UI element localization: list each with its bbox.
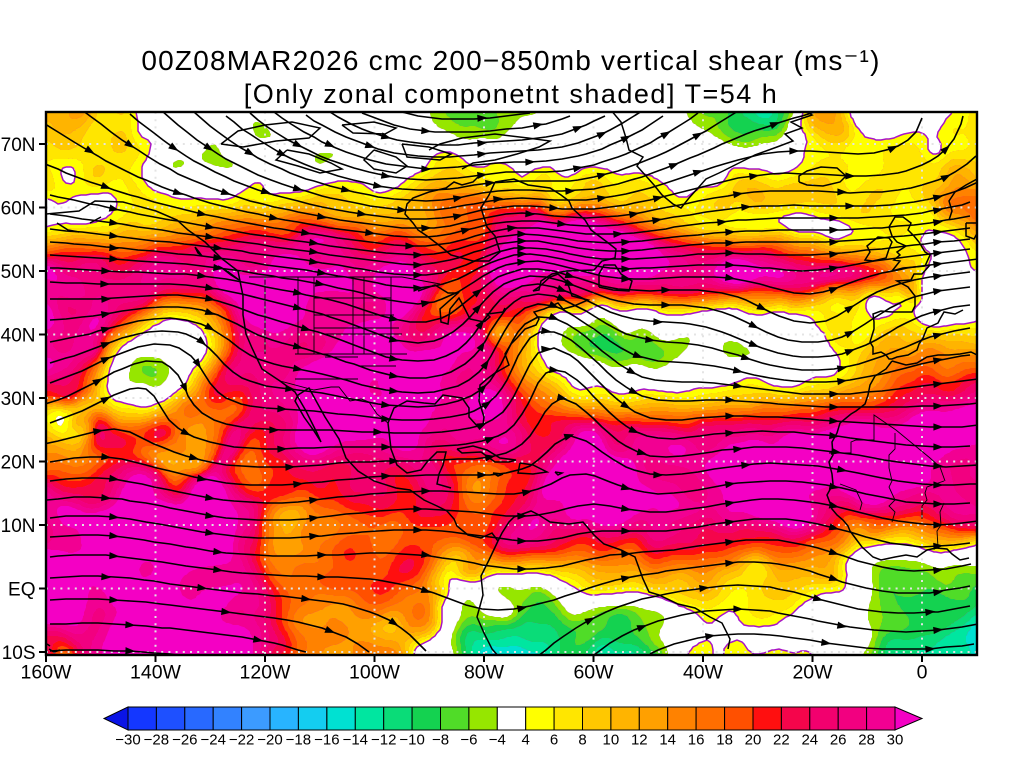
svg-text:30: 30 (887, 732, 904, 749)
svg-text:−14: −14 (343, 732, 368, 749)
svg-text:100W: 100W (349, 662, 401, 684)
svg-text:−20: −20 (257, 732, 282, 749)
svg-text:00Z08MAR2026 cmc 200−850mb ver: 00Z08MAR2026 cmc 200−850mb vertical shea… (141, 45, 880, 76)
svg-text:28: 28 (858, 732, 875, 749)
svg-text:12: 12 (631, 732, 648, 749)
svg-text:6: 6 (550, 732, 558, 749)
svg-text:10N: 10N (1, 516, 36, 537)
svg-text:−26: −26 (172, 732, 197, 749)
svg-text:60N: 60N (1, 199, 36, 220)
svg-text:−22: −22 (229, 732, 254, 749)
svg-text:−28: −28 (144, 732, 169, 749)
svg-text:30N: 30N (1, 389, 36, 410)
svg-text:40W: 40W (683, 662, 724, 684)
svg-text:−12: −12 (371, 732, 396, 749)
svg-text:120W: 120W (240, 662, 292, 684)
svg-text:0: 0 (917, 662, 928, 684)
svg-text:60W: 60W (573, 662, 614, 684)
svg-text:20N: 20N (1, 453, 36, 474)
svg-text:−6: −6 (460, 732, 477, 749)
svg-text:70N: 70N (1, 135, 36, 156)
svg-text:10S: 10S (2, 643, 36, 664)
svg-text:−8: −8 (432, 732, 449, 749)
svg-text:EQ: EQ (8, 580, 35, 601)
svg-text:[Only zonal componetnt shaded]: [Only zonal componetnt shaded] T=54 h (244, 79, 779, 109)
svg-text:50N: 50N (1, 262, 36, 283)
svg-text:−4: −4 (489, 732, 506, 749)
svg-text:−10: −10 (399, 732, 424, 749)
svg-text:80W: 80W (464, 662, 505, 684)
svg-text:140W: 140W (130, 662, 182, 684)
svg-text:18: 18 (716, 732, 733, 749)
svg-text:26: 26 (830, 732, 847, 749)
svg-text:−16: −16 (314, 732, 339, 749)
svg-text:16: 16 (688, 732, 705, 749)
svg-text:40N: 40N (1, 326, 36, 347)
svg-text:22: 22 (773, 732, 790, 749)
svg-text:10: 10 (603, 732, 620, 749)
svg-text:−24: −24 (200, 732, 225, 749)
svg-text:20: 20 (745, 732, 762, 749)
svg-text:14: 14 (659, 732, 676, 749)
svg-text:20W: 20W (792, 662, 833, 684)
svg-text:4: 4 (522, 732, 530, 749)
svg-text:160W: 160W (21, 662, 73, 684)
svg-text:−18: −18 (286, 732, 311, 749)
svg-text:8: 8 (578, 732, 586, 749)
svg-text:−30: −30 (115, 732, 140, 749)
svg-text:24: 24 (801, 732, 818, 749)
